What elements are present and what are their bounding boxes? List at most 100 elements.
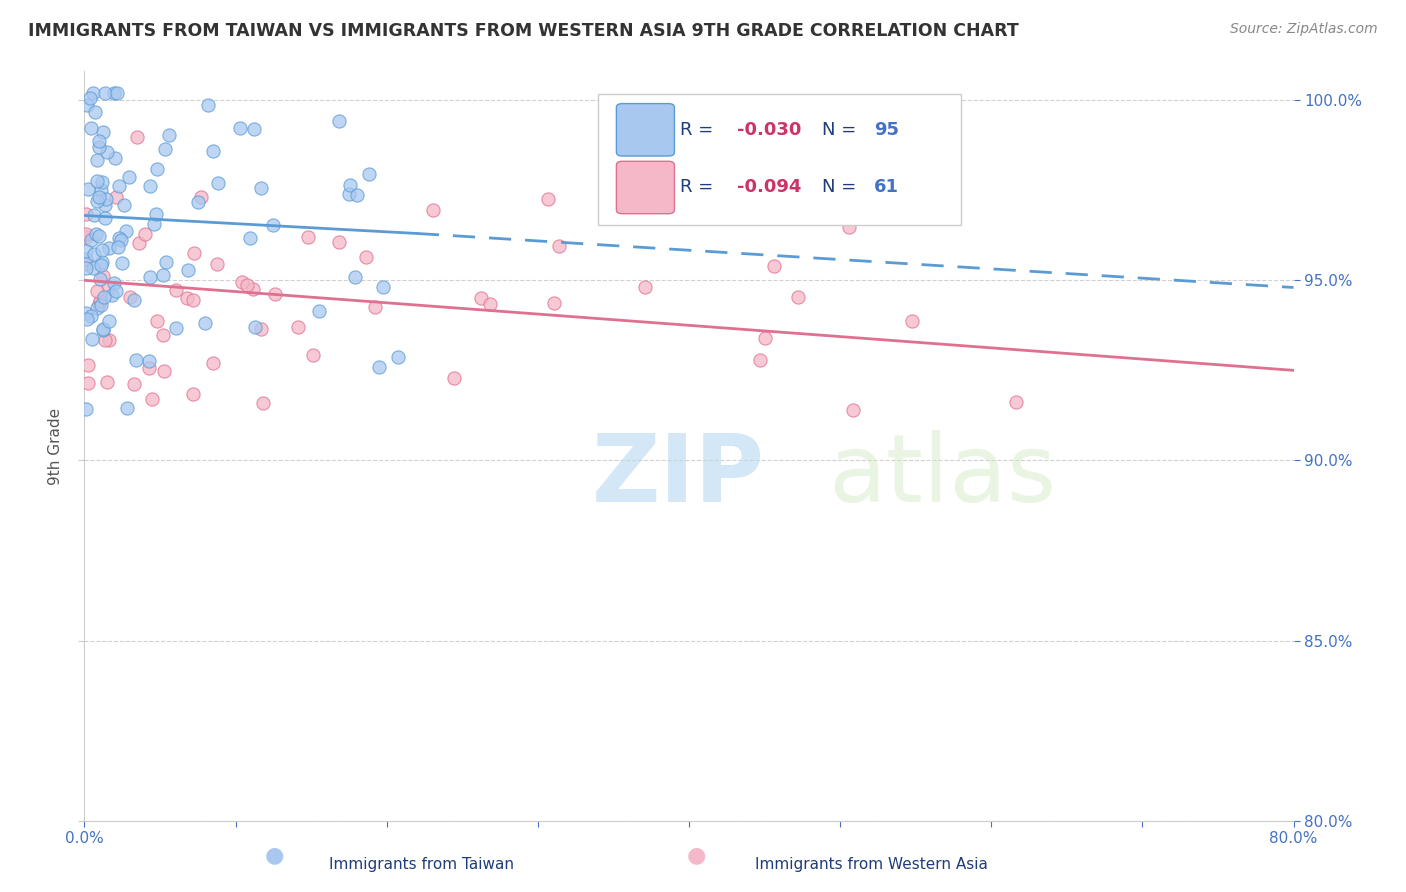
Point bbox=[83, 208, 105, 222]
Y-axis label: 9th Grade: 9th Grade bbox=[48, 408, 63, 484]
FancyBboxPatch shape bbox=[616, 103, 675, 156]
Point bbox=[287, 319, 309, 334]
Point bbox=[91, 175, 114, 189]
Point bbox=[470, 291, 492, 305]
Point bbox=[77, 376, 100, 391]
Point bbox=[229, 121, 252, 136]
Point bbox=[183, 246, 205, 260]
Point bbox=[122, 293, 145, 308]
Point bbox=[104, 284, 127, 298]
Point bbox=[537, 192, 560, 206]
Point bbox=[93, 86, 115, 100]
Point bbox=[93, 289, 115, 303]
Point bbox=[77, 182, 100, 196]
Point bbox=[94, 192, 117, 206]
Point bbox=[190, 190, 212, 204]
Point bbox=[86, 285, 108, 299]
FancyBboxPatch shape bbox=[616, 161, 675, 214]
Point bbox=[165, 283, 187, 297]
Point bbox=[543, 296, 565, 310]
Point bbox=[634, 280, 657, 294]
Point bbox=[86, 301, 108, 315]
Point bbox=[89, 135, 111, 149]
Point bbox=[75, 260, 97, 275]
Point bbox=[128, 236, 150, 251]
Point bbox=[231, 275, 253, 289]
Point bbox=[103, 276, 125, 290]
Point bbox=[547, 239, 569, 253]
Point bbox=[146, 162, 169, 177]
Point bbox=[387, 351, 409, 365]
Point bbox=[118, 170, 141, 185]
Point bbox=[87, 139, 110, 153]
Point bbox=[165, 321, 187, 335]
Point bbox=[364, 300, 387, 314]
Point bbox=[239, 231, 262, 245]
Point bbox=[143, 217, 166, 231]
Point bbox=[176, 291, 198, 305]
Point bbox=[201, 144, 224, 158]
Point bbox=[297, 229, 319, 244]
Point bbox=[187, 195, 209, 210]
Point bbox=[901, 314, 924, 328]
Point bbox=[75, 401, 97, 416]
Point bbox=[242, 282, 264, 296]
Point bbox=[75, 227, 97, 241]
Point bbox=[94, 197, 117, 211]
Point bbox=[138, 178, 160, 193]
Point bbox=[357, 168, 380, 182]
Text: N =: N = bbox=[823, 120, 862, 139]
Point bbox=[339, 178, 361, 192]
Point bbox=[111, 256, 134, 270]
Text: ZIP: ZIP bbox=[592, 430, 765, 522]
Point bbox=[86, 194, 108, 208]
Point bbox=[105, 190, 128, 204]
Point bbox=[89, 271, 111, 285]
Text: IMMIGRANTS FROM TAIWAN VS IMMIGRANTS FROM WESTERN ASIA 9TH GRADE CORRELATION CHA: IMMIGRANTS FROM TAIWAN VS IMMIGRANTS FRO… bbox=[28, 22, 1019, 40]
Point bbox=[115, 401, 138, 415]
Point bbox=[478, 297, 501, 311]
Point bbox=[1005, 395, 1028, 409]
Point bbox=[155, 254, 177, 268]
Point bbox=[153, 364, 176, 378]
Point bbox=[104, 151, 127, 165]
Point bbox=[80, 309, 103, 323]
Text: Source: ZipAtlas.com: Source: ZipAtlas.com bbox=[1230, 22, 1378, 37]
Point bbox=[93, 211, 115, 225]
Point bbox=[98, 333, 121, 347]
Point bbox=[87, 297, 110, 311]
Point bbox=[76, 98, 98, 112]
Point bbox=[141, 392, 163, 406]
Point bbox=[754, 331, 776, 345]
Point bbox=[86, 174, 108, 188]
Point bbox=[91, 323, 114, 337]
Point bbox=[105, 86, 128, 100]
Point bbox=[114, 224, 136, 238]
Point bbox=[87, 228, 110, 243]
Point bbox=[82, 261, 104, 276]
Point bbox=[122, 376, 145, 391]
Point bbox=[107, 240, 129, 254]
Text: 95: 95 bbox=[875, 120, 898, 139]
Point bbox=[100, 288, 122, 302]
Point bbox=[177, 263, 200, 277]
Point bbox=[748, 353, 770, 368]
Point bbox=[786, 290, 808, 304]
Point bbox=[328, 113, 350, 128]
Point bbox=[236, 278, 259, 293]
Point bbox=[197, 98, 219, 112]
Point bbox=[75, 206, 97, 220]
Point bbox=[138, 360, 160, 375]
Point bbox=[90, 297, 112, 311]
Point bbox=[89, 189, 111, 203]
Point bbox=[112, 197, 135, 211]
Point bbox=[79, 234, 101, 248]
Point bbox=[75, 252, 97, 267]
Point bbox=[118, 290, 141, 304]
Text: ●: ● bbox=[686, 846, 706, 865]
Point bbox=[79, 91, 101, 105]
Point bbox=[262, 218, 284, 232]
Point bbox=[346, 187, 368, 202]
Point bbox=[108, 178, 131, 193]
Point bbox=[301, 348, 323, 362]
